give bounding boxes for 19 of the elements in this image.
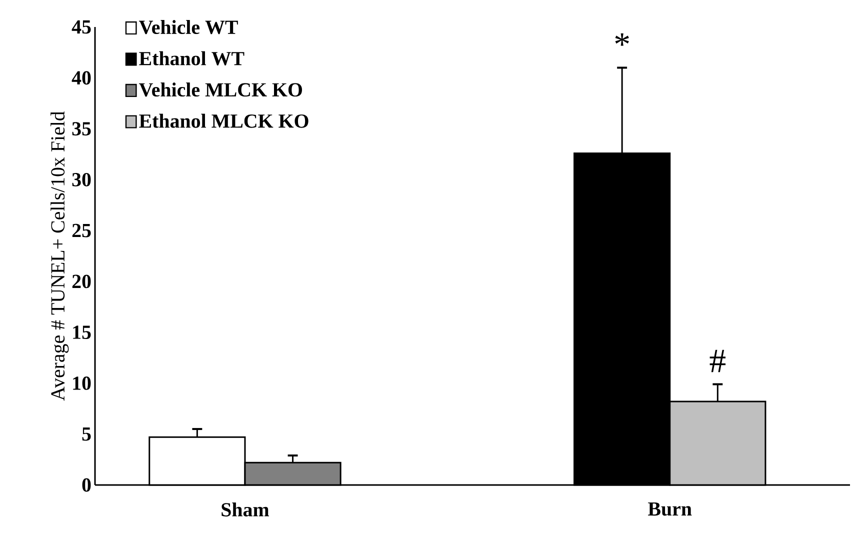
x-tick-label: Sham [222, 502, 269, 516]
y-tick-label: 40 [72, 71, 91, 85]
y-axis-title: Average # TUNEL+ Cells/10x Field [50, 111, 69, 401]
y-tick-label: 10 [73, 376, 91, 390]
y-tick-label: 15 [73, 326, 91, 339]
y-tick-label: 30 [72, 172, 91, 186]
x-tick-label: Burn [648, 502, 692, 516]
y-tick-label: 35 [72, 122, 91, 136]
y-tick-label: 45 [72, 20, 91, 34]
legend-label: Ethanol MLCK KO [139, 114, 308, 128]
annotation: * [615, 33, 629, 46]
legend-label: Vehicle WT [139, 20, 238, 34]
y-tick-label: 20 [72, 274, 91, 288]
y-tick-label: 25 [72, 224, 91, 238]
y-tick-label: 5 [82, 427, 91, 441]
y-tick-label: 0 [82, 478, 91, 492]
annotation: # [710, 350, 726, 372]
legend-label: Vehicle MLCK KO [139, 82, 302, 97]
legend-label: Ethanol WT [139, 51, 244, 66]
